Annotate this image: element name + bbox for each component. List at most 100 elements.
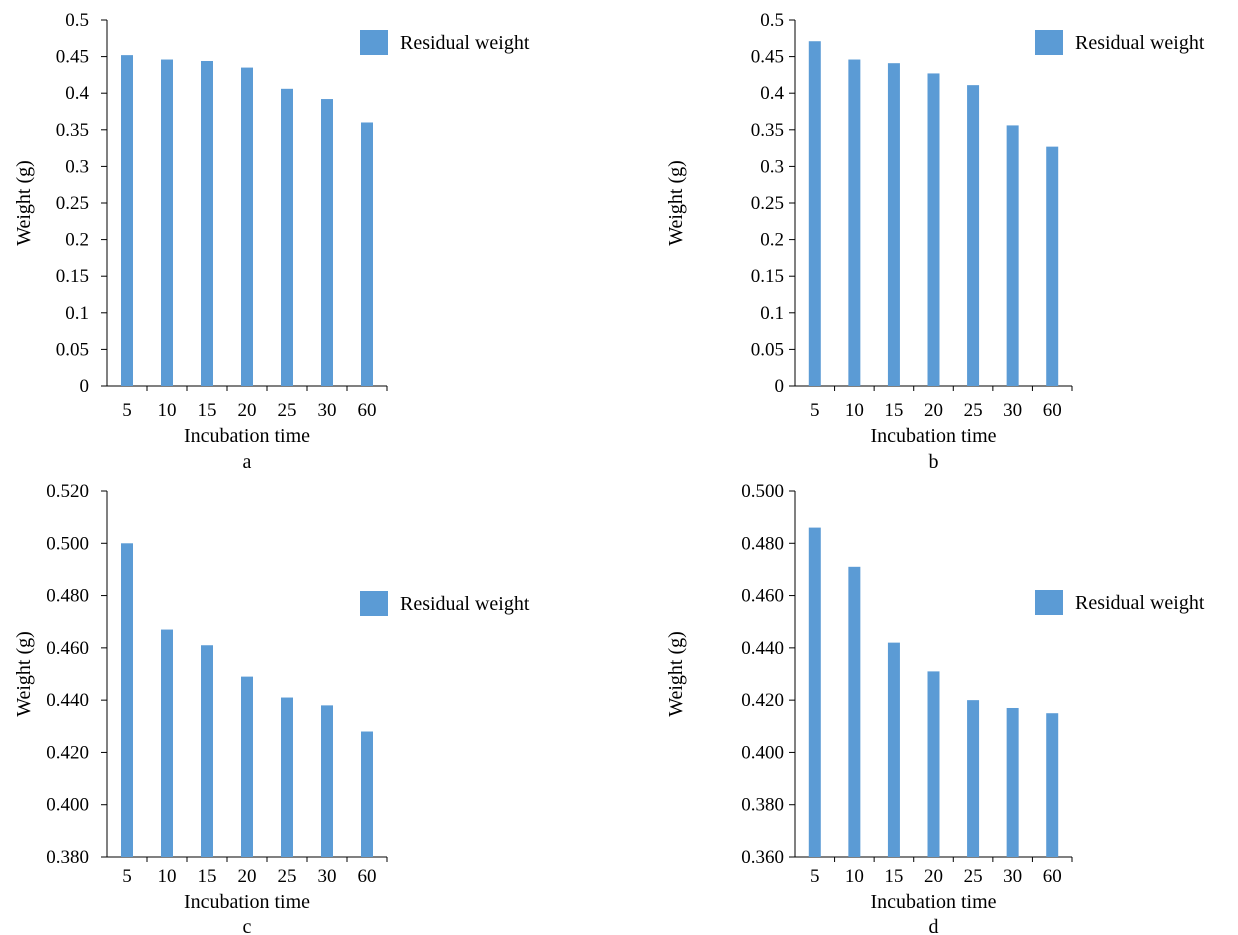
bar-5 xyxy=(121,55,133,387)
x-tick-label: 5 xyxy=(122,400,132,421)
x-tick-label: 10 xyxy=(158,400,177,421)
x-tick-label: 15 xyxy=(198,866,217,887)
x-tick-label: 20 xyxy=(924,866,943,887)
bar-15 xyxy=(201,60,213,386)
x-axis-title: Incubation time xyxy=(870,891,996,913)
bar-60 xyxy=(1046,713,1059,857)
y-tick-label: 0.25 xyxy=(56,193,89,214)
bar-20 xyxy=(927,671,940,857)
x-tick-label: 20 xyxy=(924,400,943,421)
bar-60 xyxy=(1046,146,1059,386)
y-tick-label: 0.360 xyxy=(741,847,784,868)
bar-25 xyxy=(281,88,293,387)
x-tick-label: 10 xyxy=(845,866,864,887)
bar-15 xyxy=(887,642,900,857)
x-axis-title: Incubation time xyxy=(184,425,310,447)
y-tick-label: 0.15 xyxy=(751,266,784,287)
legend-label: Residual weight xyxy=(1075,32,1205,54)
x-tick-label: 10 xyxy=(158,866,177,887)
y-tick-label: 0.25 xyxy=(751,193,784,214)
bar-20 xyxy=(927,73,940,386)
y-tick-label: 0.5 xyxy=(65,10,89,31)
y-tick-label: 0.35 xyxy=(751,120,784,141)
bar-20 xyxy=(241,67,253,386)
bar-10 xyxy=(848,566,861,857)
y-tick-label: 0.400 xyxy=(741,742,784,763)
y-tick-label: 0 xyxy=(775,376,785,397)
chart-panel-d: 0.360 0.380 0.400 0.420 0.440 0.460 0.480 0.500… xyxy=(665,481,1205,935)
x-tick-label: 25 xyxy=(278,866,297,887)
x-axis-title: Incubation time xyxy=(870,425,996,447)
bar-5 xyxy=(808,41,821,387)
y-tick-label: 0.45 xyxy=(751,47,784,68)
y-tick-label: 0.480 xyxy=(46,586,89,607)
x-tick-label: 60 xyxy=(1043,866,1062,887)
panel-label: d xyxy=(929,916,939,935)
x-tick-label: 25 xyxy=(278,400,297,421)
y-tick-label: 0.5 xyxy=(760,10,784,31)
legend-swatch xyxy=(360,30,388,55)
legend-label: Residual weight xyxy=(400,593,530,615)
x-tick-label: 60 xyxy=(358,866,377,887)
bar-25 xyxy=(967,700,980,857)
panel-label: c xyxy=(243,916,252,935)
bar-30 xyxy=(1006,707,1019,857)
y-tick-label: 0.380 xyxy=(741,795,784,816)
x-tick-label: 15 xyxy=(884,866,903,887)
panel-label: b xyxy=(929,451,939,473)
y-tick-label: 0.480 xyxy=(741,533,784,554)
y-tick-label: 0.05 xyxy=(751,339,784,360)
y-tick-label: 0.2 xyxy=(760,230,784,251)
legend-swatch xyxy=(1035,590,1063,615)
bar-60 xyxy=(361,731,373,857)
bar-25 xyxy=(281,697,293,857)
chart-panel-c: 0.380 0.400 0.420 0.440 0.460 0.480 0.500 0.520… xyxy=(13,481,530,935)
bar-25 xyxy=(967,85,980,386)
y-tick-label: 0.45 xyxy=(56,47,89,68)
bar-30 xyxy=(321,99,333,386)
y-tick-label: 0.440 xyxy=(741,638,784,659)
y-axis-title: Weight (g) xyxy=(665,631,687,717)
y-tick-label: 0.500 xyxy=(46,533,89,554)
bar-20 xyxy=(241,676,253,857)
y-tick-label: 0.3 xyxy=(760,156,784,177)
bar-30 xyxy=(321,705,333,857)
y-axis-title: Weight (g) xyxy=(13,631,35,717)
y-tick-label: 0 xyxy=(80,376,90,397)
y-tick-label: 0.500 xyxy=(741,481,784,502)
chart-panel-a: 0 0.05 0.1 0.15 0.2 0.25 0.3 0.35 0.4 0.45 0.5 5 10 1… xyxy=(13,10,530,473)
bar-15 xyxy=(887,63,900,387)
bar-10 xyxy=(161,59,173,386)
y-tick-label: 0.380 xyxy=(46,847,89,868)
x-tick-label: 25 xyxy=(964,400,983,421)
bar-10 xyxy=(161,629,173,857)
y-tick-label: 0.2 xyxy=(65,230,89,251)
x-tick-label: 5 xyxy=(122,866,132,887)
x-tick-label: 20 xyxy=(238,866,257,887)
y-tick-label: 0.440 xyxy=(46,690,89,711)
x-tick-label: 5 xyxy=(810,400,820,421)
legend-swatch xyxy=(360,591,388,616)
x-tick-label: 60 xyxy=(1043,400,1062,421)
chart-panel-b: 0 0.05 0.1 0.15 0.2 0.25 0.3 0.35 0.4 0.45 0.5 5 10 1… xyxy=(665,10,1205,473)
y-tick-label: 0.400 xyxy=(46,795,89,816)
bar-15 xyxy=(201,645,213,857)
x-tick-label: 60 xyxy=(358,400,377,421)
bar-60 xyxy=(361,122,373,386)
bar-5 xyxy=(121,543,133,857)
x-tick-label: 25 xyxy=(964,866,983,887)
y-tick-label: 0.420 xyxy=(46,742,89,763)
x-tick-label: 10 xyxy=(845,400,864,421)
legend-swatch xyxy=(1035,30,1063,55)
legend-label: Residual weight xyxy=(1075,592,1205,614)
panel-label: a xyxy=(243,451,252,473)
y-tick-label: 0.1 xyxy=(65,303,89,324)
y-tick-label: 0.520 xyxy=(46,481,89,502)
x-tick-label: 30 xyxy=(318,866,337,887)
y-tick-label: 0.460 xyxy=(46,638,89,659)
y-tick-label: 0.460 xyxy=(741,586,784,607)
y-tick-label: 0.4 xyxy=(760,83,784,104)
x-tick-label: 30 xyxy=(1003,400,1022,421)
bar-10 xyxy=(848,59,861,386)
